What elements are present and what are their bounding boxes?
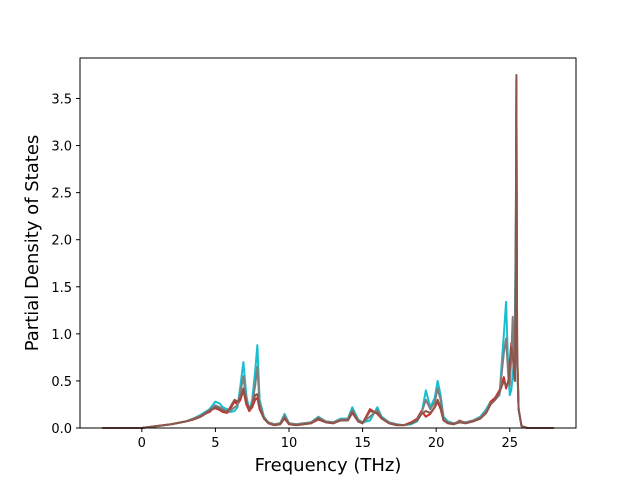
x-tick-label: 10 xyxy=(281,436,298,451)
y-tick-label: 3.0 xyxy=(51,140,72,155)
y-axis-ticks: 0.0 0.5 1.0 1.5 2.0 2.5 3.0 3.5 xyxy=(51,92,80,437)
y-axis-label: Partial Density of States xyxy=(22,135,43,352)
x-tick-label: 5 xyxy=(211,436,219,451)
y-tick-label: 0.5 xyxy=(51,375,72,390)
plot-frame xyxy=(79,57,577,429)
y-tick-label: 2.5 xyxy=(51,187,72,202)
x-tick-label: 0 xyxy=(138,436,146,451)
y-tick-label: 1.0 xyxy=(51,328,72,343)
x-axis-label: Frequency (THz) xyxy=(255,455,402,476)
x-tick-label: 15 xyxy=(354,436,371,451)
y-tick-label: 1.5 xyxy=(51,281,72,296)
series-line-4 xyxy=(102,73,554,429)
x-tick-label: 20 xyxy=(428,436,445,451)
series-layer xyxy=(102,73,554,429)
y-tick-label: 2.0 xyxy=(51,234,72,249)
y-tick-label: 0.0 xyxy=(51,422,72,437)
x-tick-label: 25 xyxy=(501,436,518,451)
y-tick-label: 3.5 xyxy=(51,92,72,107)
x-axis-ticks: 0 5 10 15 20 25 xyxy=(138,428,518,451)
